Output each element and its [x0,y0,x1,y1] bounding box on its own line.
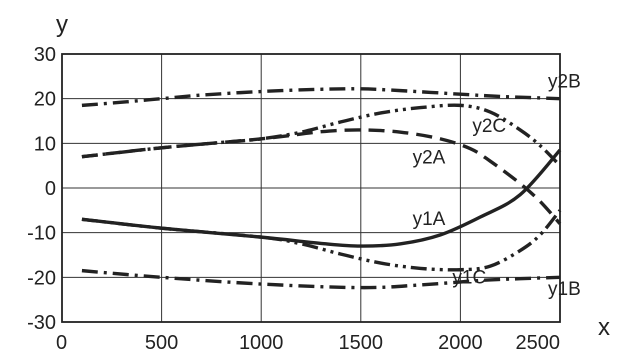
plot-frame [61,53,561,323]
x-tick-label: 0 [56,332,67,354]
y-tick-label: 30 [34,44,56,66]
x-tick-label: 1000 [239,332,284,354]
series-label-y1c: y1C [452,268,486,289]
series-line-y1a [81,148,562,248]
y-tick-label: -20 [27,267,56,289]
y-tick-label: 20 [34,89,56,111]
series-lines [81,87,562,290]
series-line-y2c [81,103,562,167]
y-tick-label: 10 [34,133,56,155]
x-tick-label: 500 [145,332,178,354]
series-labels: y2B y2C y2A y1A y1C y1B [413,72,581,301]
series-label-y1b: y1B [548,279,581,300]
y-axis-title: y [56,11,68,38]
series-line-y1c [81,209,562,272]
y-tick-label: -10 [27,223,56,245]
tick-labels: 0 500 1000 1500 2000 2500 30 20 10 0 -10 -20 -30 [27,44,560,354]
series-line-y1b [81,268,561,290]
x-tick-label: 2500 [516,332,561,354]
x-axis-title: x [598,314,610,341]
y-tick-label: -30 [27,312,56,334]
series-label-y2b: y2B [548,72,581,93]
x-tick-label: 2000 [438,332,483,354]
series-label-y2c: y2C [472,116,506,137]
y-tick-label: 0 [45,178,56,200]
series-label-y2a: y2A [413,147,446,168]
series-line-y2b [81,87,561,108]
series-label-y1a: y1A [413,209,446,230]
x-tick-label: 1500 [339,332,384,354]
series-line-y2a [81,128,562,225]
